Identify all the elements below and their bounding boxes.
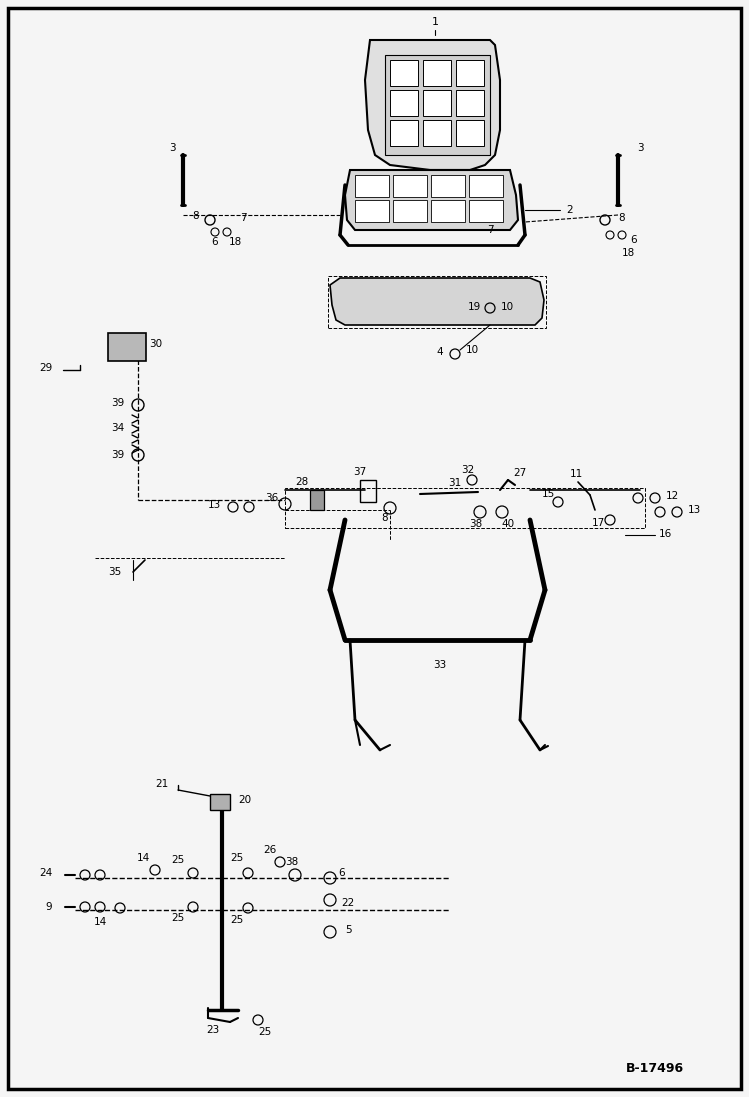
Bar <box>355 200 389 222</box>
Text: 37: 37 <box>354 467 366 477</box>
Bar <box>456 90 484 116</box>
Text: 4: 4 <box>437 347 443 357</box>
Text: 18: 18 <box>228 237 242 247</box>
Text: 6: 6 <box>631 235 637 245</box>
Polygon shape <box>385 55 490 155</box>
Bar <box>310 490 324 510</box>
Text: 5: 5 <box>345 925 351 935</box>
Bar <box>210 794 230 810</box>
Bar <box>393 176 427 197</box>
Text: 1: 1 <box>431 16 438 27</box>
Bar <box>390 90 418 116</box>
Text: 8: 8 <box>619 213 625 223</box>
Text: 33: 33 <box>434 660 446 670</box>
Text: 31: 31 <box>449 478 461 488</box>
Text: 38: 38 <box>470 519 482 529</box>
Bar <box>328 276 546 328</box>
Text: 9: 9 <box>46 902 52 912</box>
Text: 24: 24 <box>39 868 52 878</box>
Text: 2: 2 <box>567 205 573 215</box>
Bar <box>431 176 465 197</box>
Bar <box>393 200 427 222</box>
Bar <box>390 120 418 146</box>
Text: 16: 16 <box>658 529 672 539</box>
Text: 11: 11 <box>569 470 583 479</box>
Text: 25: 25 <box>231 853 243 863</box>
Polygon shape <box>345 170 518 230</box>
Text: 40: 40 <box>501 519 515 529</box>
Text: 25: 25 <box>258 1027 272 1037</box>
Text: 10: 10 <box>500 302 514 312</box>
Text: 26: 26 <box>264 845 276 855</box>
Text: 8: 8 <box>382 513 388 523</box>
Bar <box>423 60 451 86</box>
Text: 30: 30 <box>150 339 163 349</box>
Bar <box>431 200 465 222</box>
Text: 29: 29 <box>39 363 52 373</box>
Text: 27: 27 <box>513 468 527 478</box>
Text: B-17496: B-17496 <box>626 1062 684 1074</box>
Text: 15: 15 <box>542 489 554 499</box>
Polygon shape <box>330 278 544 325</box>
Text: 25: 25 <box>231 915 243 925</box>
Bar <box>355 176 389 197</box>
Text: 10: 10 <box>465 344 479 355</box>
Text: 19: 19 <box>467 302 481 312</box>
Text: 12: 12 <box>665 491 679 501</box>
Bar <box>390 60 418 86</box>
Text: 28: 28 <box>295 477 309 487</box>
Text: 8: 8 <box>192 211 199 220</box>
Text: 18: 18 <box>622 248 634 258</box>
Text: 13: 13 <box>688 505 700 514</box>
Text: 6: 6 <box>339 868 345 878</box>
Text: 6: 6 <box>212 237 218 247</box>
Text: 17: 17 <box>592 518 604 528</box>
Text: 35: 35 <box>109 567 121 577</box>
Text: 39: 39 <box>112 398 124 408</box>
Text: 34: 34 <box>112 423 124 433</box>
Text: 25: 25 <box>172 855 184 866</box>
Bar <box>456 120 484 146</box>
Text: 7: 7 <box>240 213 246 223</box>
Text: 39: 39 <box>112 450 124 460</box>
Bar <box>360 480 376 502</box>
Text: 3: 3 <box>637 143 643 152</box>
Bar <box>456 60 484 86</box>
Text: 32: 32 <box>461 465 475 475</box>
Text: 36: 36 <box>265 493 279 504</box>
Bar <box>423 90 451 116</box>
Text: 3: 3 <box>169 143 175 152</box>
Text: 14: 14 <box>136 853 150 863</box>
Text: 23: 23 <box>207 1025 219 1034</box>
Text: 20: 20 <box>238 795 252 805</box>
Bar <box>285 488 645 528</box>
Text: 21: 21 <box>155 779 169 789</box>
Bar <box>108 333 146 361</box>
Text: 25: 25 <box>172 913 184 923</box>
Text: 13: 13 <box>207 500 221 510</box>
Text: 14: 14 <box>94 917 106 927</box>
Bar <box>469 176 503 197</box>
Polygon shape <box>365 39 500 170</box>
Bar <box>423 120 451 146</box>
Text: 38: 38 <box>285 857 299 867</box>
Text: 22: 22 <box>342 898 354 908</box>
Text: 7: 7 <box>487 225 494 235</box>
Bar <box>469 200 503 222</box>
